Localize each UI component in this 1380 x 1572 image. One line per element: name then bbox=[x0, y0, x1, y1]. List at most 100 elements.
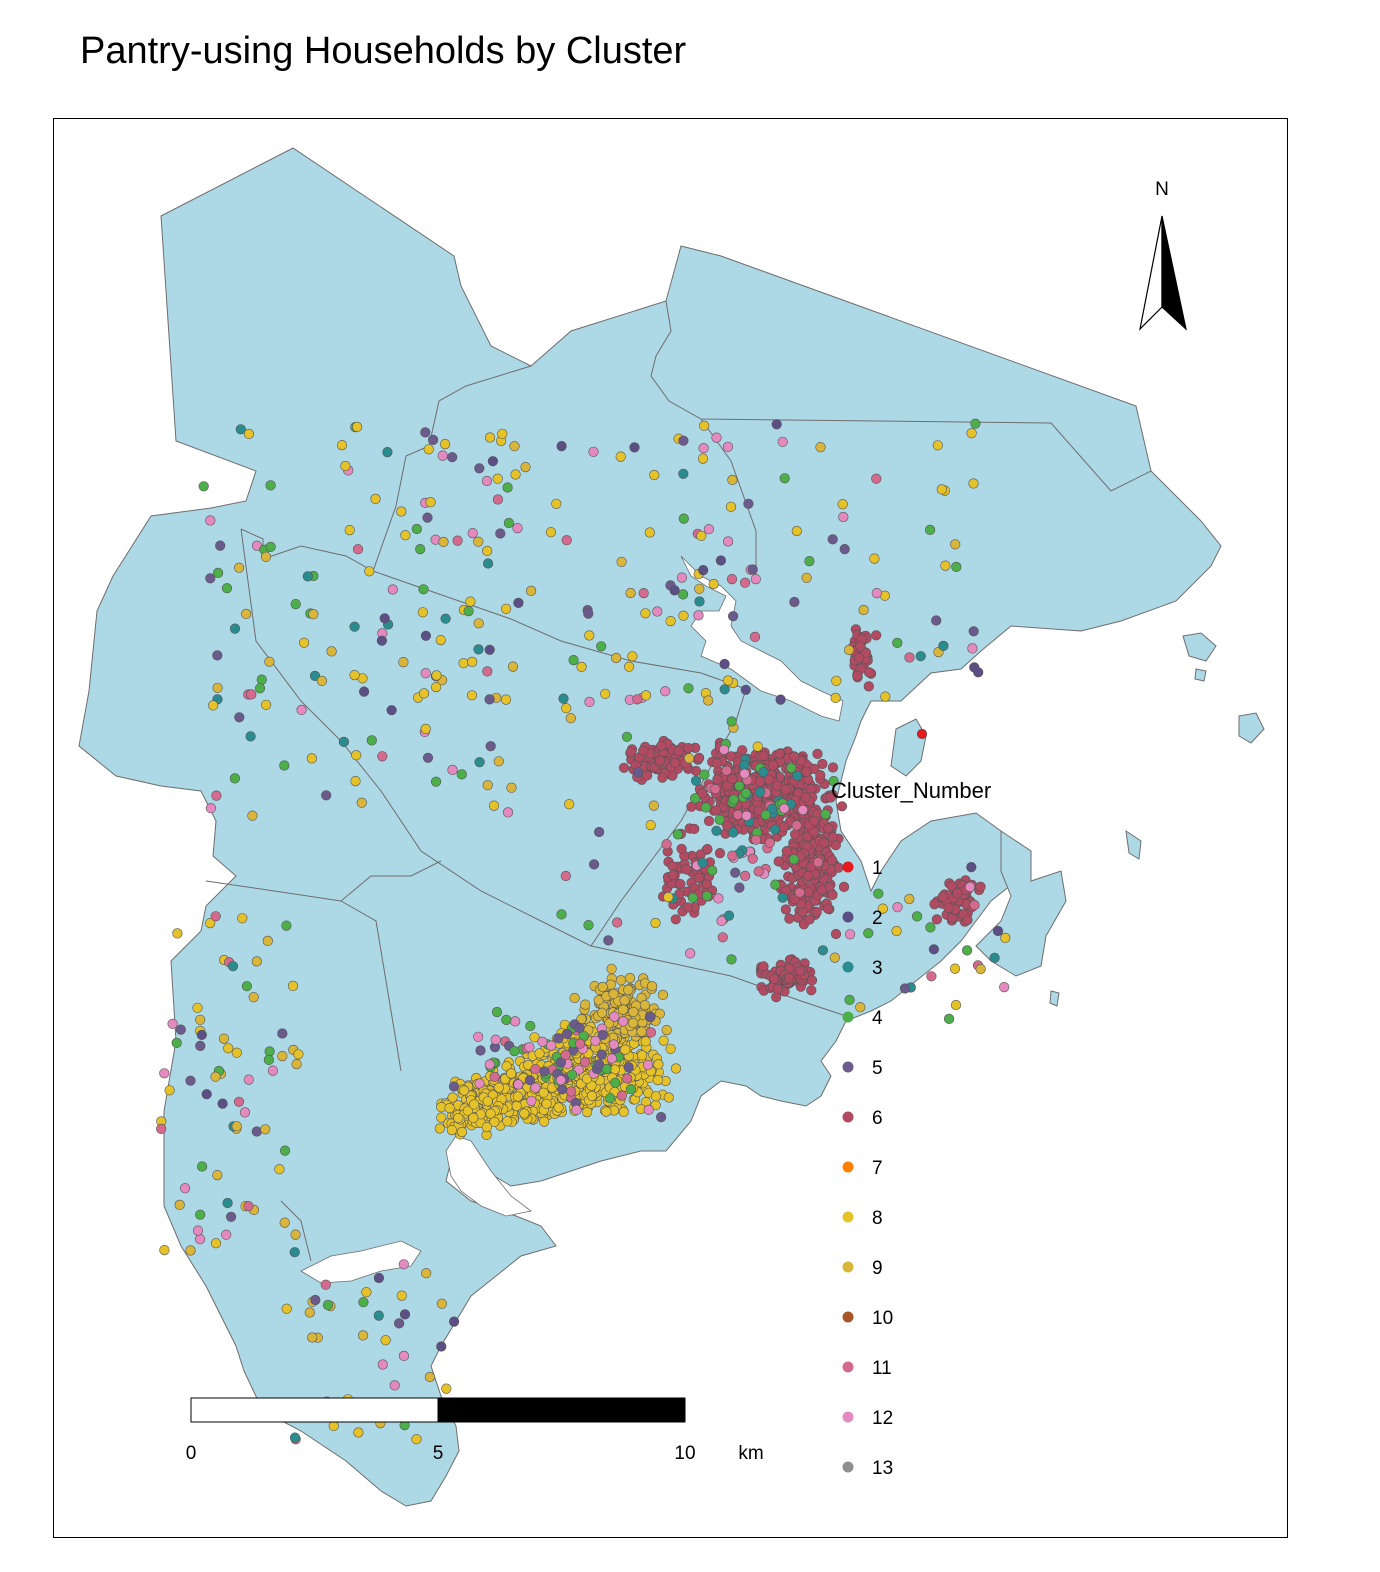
household-point bbox=[611, 652, 622, 664]
household-point bbox=[968, 478, 979, 489]
household-point bbox=[696, 530, 707, 541]
household-point bbox=[510, 1016, 521, 1027]
legend-swatch-3 bbox=[842, 961, 854, 973]
household-point bbox=[818, 837, 830, 848]
household-point bbox=[229, 623, 241, 634]
household-point bbox=[697, 788, 708, 799]
household-point bbox=[969, 899, 980, 911]
household-point bbox=[608, 1039, 619, 1050]
legend-title: Cluster_Number bbox=[831, 778, 991, 803]
household-point bbox=[770, 879, 781, 890]
household-point bbox=[265, 541, 276, 553]
household-point bbox=[627, 1017, 639, 1029]
household-point bbox=[440, 613, 451, 624]
household-point bbox=[400, 530, 411, 541]
household-point bbox=[628, 1006, 639, 1018]
scale-unit: km bbox=[738, 1443, 763, 1464]
household-point bbox=[545, 527, 557, 538]
household-point bbox=[473, 536, 484, 547]
household-point bbox=[489, 1116, 500, 1127]
household-point bbox=[211, 790, 222, 801]
household-point bbox=[213, 567, 224, 579]
household-point bbox=[316, 675, 328, 687]
legend-swatch-1 bbox=[842, 861, 854, 873]
household-point bbox=[466, 690, 478, 701]
household-point bbox=[565, 713, 576, 724]
household-point bbox=[180, 1183, 191, 1194]
household-point bbox=[226, 1211, 237, 1222]
household-point bbox=[418, 584, 429, 595]
household-point bbox=[475, 1045, 486, 1056]
household-point bbox=[669, 757, 681, 768]
household-point bbox=[645, 819, 656, 831]
household-point bbox=[812, 748, 823, 760]
household-point bbox=[502, 1116, 513, 1127]
household-point bbox=[596, 1007, 608, 1018]
household-point bbox=[205, 917, 216, 929]
household-point bbox=[698, 564, 709, 576]
household-point bbox=[681, 864, 692, 875]
household-point bbox=[503, 807, 514, 818]
household-point bbox=[210, 1238, 222, 1249]
legend-swatch-6 bbox=[842, 1111, 854, 1123]
household-point bbox=[277, 1028, 288, 1039]
household-point bbox=[358, 1330, 369, 1341]
map-canvas: N 0 5 10 km Cluster_Number 1234567891011… bbox=[78, 147, 1265, 1507]
household-point bbox=[557, 1084, 568, 1095]
household-point bbox=[712, 774, 723, 785]
household-point bbox=[290, 1229, 301, 1240]
household-point bbox=[838, 881, 850, 893]
northeast-point-polygon bbox=[890, 718, 927, 777]
household-point bbox=[871, 473, 882, 484]
household-point bbox=[501, 1061, 512, 1072]
household-point bbox=[597, 981, 608, 993]
household-point bbox=[663, 1092, 674, 1103]
household-point bbox=[195, 1209, 206, 1220]
household-point bbox=[584, 630, 595, 641]
household-point bbox=[456, 769, 467, 780]
household-point bbox=[502, 482, 513, 493]
household-point bbox=[239, 1107, 251, 1118]
household-point bbox=[734, 882, 745, 893]
household-point bbox=[537, 1036, 548, 1047]
household-point bbox=[185, 1245, 196, 1256]
household-point bbox=[830, 840, 841, 851]
household-point bbox=[356, 797, 367, 808]
legend-label-7: 7 bbox=[872, 1158, 883, 1179]
map-frame: N 0 5 10 km Cluster_Number 1 2 3 4 5 6 7 8 9 10 11… bbox=[53, 118, 1288, 1538]
household-point bbox=[678, 435, 689, 446]
household-point bbox=[943, 1013, 955, 1025]
household-point bbox=[353, 1427, 364, 1438]
household-point bbox=[196, 1029, 207, 1040]
household-point bbox=[853, 652, 865, 664]
household-point bbox=[302, 571, 313, 582]
household-point bbox=[159, 1068, 170, 1079]
household-point bbox=[618, 762, 630, 773]
legend-label-4: 4 bbox=[872, 1008, 883, 1029]
household-point bbox=[483, 558, 494, 569]
household-point bbox=[936, 484, 947, 495]
household-point bbox=[678, 610, 689, 621]
household-point bbox=[481, 1121, 492, 1133]
household-point bbox=[703, 695, 714, 706]
land-layer bbox=[78, 147, 1265, 1507]
household-point bbox=[777, 436, 788, 447]
household-point bbox=[683, 753, 695, 764]
household-point bbox=[708, 578, 719, 590]
household-point bbox=[689, 823, 700, 835]
household-point bbox=[581, 1106, 593, 1118]
household-point bbox=[212, 682, 223, 693]
household-point bbox=[715, 555, 727, 566]
household-point bbox=[359, 686, 370, 697]
household-point bbox=[172, 928, 183, 939]
household-point bbox=[719, 684, 730, 695]
household-point bbox=[719, 658, 730, 670]
household-point bbox=[482, 545, 493, 557]
household-point bbox=[366, 735, 377, 746]
boundary-line bbox=[340, 900, 402, 1072]
household-point bbox=[251, 1126, 262, 1137]
household-point bbox=[663, 891, 674, 903]
legend-swatch-4 bbox=[842, 1011, 854, 1023]
household-point bbox=[615, 975, 627, 986]
household-point bbox=[685, 948, 696, 959]
